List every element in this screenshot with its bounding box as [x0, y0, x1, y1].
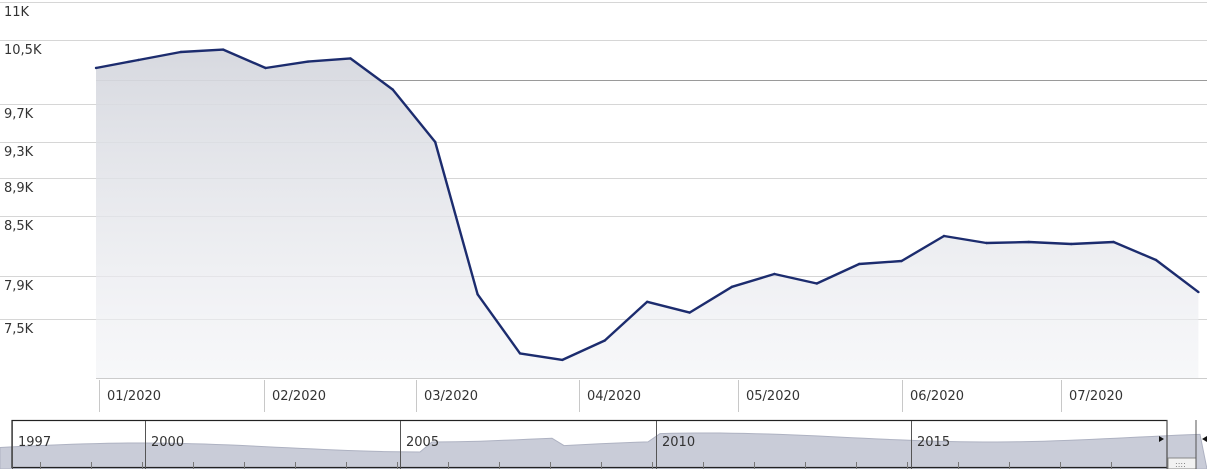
data-point[interactable]: [391, 88, 394, 91]
data-point[interactable]: [1070, 242, 1073, 246]
x-axis: 01/2020 02/2020 03/2020 04/2020 05/2020 06/20…: [99, 380, 1123, 412]
data-point[interactable]: [1027, 240, 1031, 244]
data-point[interactable]: [815, 282, 818, 285]
arrow-right-icon[interactable]: [1159, 436, 1164, 442]
data-point[interactable]: [900, 259, 903, 263]
data-point[interactable]: [985, 241, 988, 245]
y-tick-label: 8,9K: [4, 181, 34, 196]
data-point[interactable]: [646, 300, 649, 303]
data-point[interactable]: [561, 358, 564, 362]
data-point[interactable]: [434, 140, 437, 144]
y-tick-label: 8,5K: [4, 219, 34, 234]
navigator-year-label: 2000: [151, 435, 184, 450]
series-area: [96, 49, 1199, 378]
navigator-year-label: 2015: [917, 435, 950, 450]
data-point[interactable]: [1197, 290, 1200, 294]
y-tick-label: 10,5K: [4, 43, 42, 58]
data-point[interactable]: [349, 57, 352, 60]
arrow-left-icon[interactable]: [1202, 436, 1207, 442]
navigator-year-label: 1997: [18, 435, 51, 450]
data-point[interactable]: [773, 272, 776, 276]
x-tick-label: 04/2020: [587, 389, 641, 404]
data-point[interactable]: [858, 262, 861, 266]
data-point[interactable]: [1112, 240, 1115, 244]
data-point[interactable]: [179, 50, 182, 54]
navigator-years: 1997 2000 2005 2010 2015: [12, 421, 950, 469]
data-point[interactable]: [476, 293, 479, 296]
x-tick-label: 05/2020: [746, 389, 800, 404]
data-point[interactable]: [688, 311, 691, 314]
data-point[interactable]: [730, 285, 734, 288]
data-point[interactable]: [264, 66, 267, 70]
navigator-area: [0, 432, 1207, 470]
y-tick-label: 7,5K: [4, 322, 34, 337]
data-point[interactable]: [942, 234, 946, 238]
navigator-year-label: 2005: [406, 435, 439, 450]
grip-dots: ::::: [1175, 460, 1186, 469]
navigator[interactable]: 1997 2000 2005 2010 2015 ::::: [0, 419, 1207, 470]
data-point[interactable]: [137, 58, 140, 62]
y-tick-label: 7,9K: [4, 279, 34, 294]
data-point[interactable]: [306, 60, 310, 63]
x-tick-label: 02/2020: [272, 389, 326, 404]
data-point[interactable]: [518, 352, 522, 355]
series-area-fill: [96, 49, 1199, 378]
navigator-tick-marks: [40, 462, 1112, 469]
x-tick-label: 03/2020: [424, 389, 478, 404]
x-tick-label: 01/2020: [107, 389, 161, 404]
data-point[interactable]: [94, 66, 98, 70]
y-axis: 11K 10,5K 9,7K 9,3K 8,9K 8,5K 7,9K 7,5K: [4, 5, 42, 337]
series-line-group: [94, 48, 1200, 362]
data-point[interactable]: [222, 48, 225, 51]
data-point[interactable]: [603, 339, 606, 342]
y-tick-label: 11K: [4, 5, 30, 20]
data-point[interactable]: [1154, 258, 1158, 262]
x-tick-label: 07/2020: [1069, 389, 1123, 404]
navigator-year-label: 2010: [662, 435, 695, 450]
y-tick-label: 9,7K: [4, 107, 34, 122]
y-tick-label: 9,3K: [4, 145, 34, 160]
x-tick-label: 06/2020: [910, 389, 964, 404]
